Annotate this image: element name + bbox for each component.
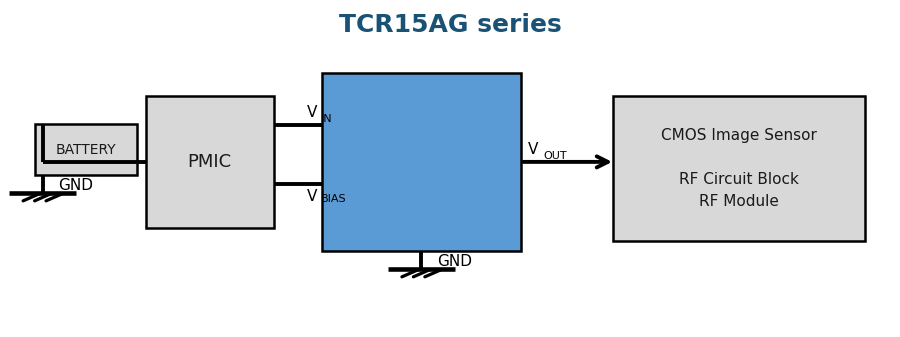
- Text: GND: GND: [58, 178, 94, 193]
- Text: TCR15AG series: TCR15AG series: [338, 13, 562, 37]
- Text: OUT: OUT: [544, 151, 567, 161]
- Bar: [146, 96, 274, 228]
- Text: CMOS Image Sensor

RF Circuit Block
RF Module: CMOS Image Sensor RF Circuit Block RF Mo…: [661, 128, 817, 209]
- Text: BIAS: BIAS: [321, 193, 347, 204]
- Text: IN: IN: [321, 114, 333, 124]
- Bar: [613, 96, 865, 241]
- Bar: [35, 124, 137, 175]
- Text: BATTERY: BATTERY: [56, 143, 116, 156]
- Text: V: V: [527, 142, 538, 157]
- Bar: [322, 73, 520, 251]
- Text: V: V: [307, 189, 318, 204]
- Text: V: V: [307, 105, 318, 120]
- Text: GND: GND: [437, 254, 472, 269]
- Text: PMIC: PMIC: [187, 153, 231, 171]
